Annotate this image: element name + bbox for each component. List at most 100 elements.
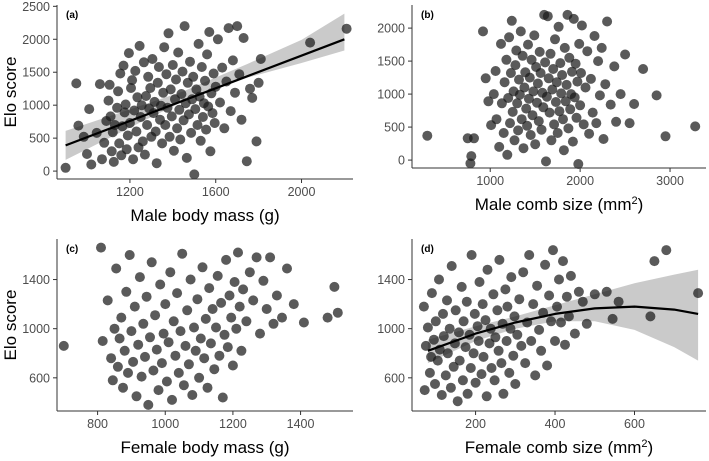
data-point bbox=[448, 361, 459, 372]
data-point bbox=[194, 372, 205, 383]
data-point bbox=[99, 137, 110, 148]
data-point bbox=[461, 296, 472, 307]
data-point bbox=[216, 297, 227, 308]
data-point bbox=[501, 336, 512, 346]
y-tick-label: 1400 bbox=[22, 273, 50, 287]
data-point bbox=[136, 371, 147, 382]
data-point bbox=[186, 127, 197, 138]
data-point bbox=[175, 134, 186, 145]
data-point bbox=[173, 47, 184, 58]
data-point bbox=[540, 57, 551, 68]
data-point bbox=[514, 89, 525, 100]
data-point bbox=[534, 324, 545, 335]
y-tick-label: 600 bbox=[384, 371, 405, 385]
data-point bbox=[155, 279, 166, 290]
data-point bbox=[271, 290, 282, 301]
data-point bbox=[570, 58, 581, 69]
data-point bbox=[552, 128, 563, 138]
data-point bbox=[569, 328, 580, 339]
data-point bbox=[530, 139, 541, 150]
data-point bbox=[123, 48, 134, 59]
data-point bbox=[550, 97, 561, 107]
data-point bbox=[486, 363, 497, 373]
data-point bbox=[255, 54, 266, 64]
data-point bbox=[528, 86, 539, 97]
data-point bbox=[492, 305, 503, 316]
data-point bbox=[442, 348, 453, 359]
data-point bbox=[446, 261, 457, 271]
data-point bbox=[97, 336, 108, 346]
data-point bbox=[147, 54, 158, 64]
data-point bbox=[241, 316, 252, 327]
data-point bbox=[58, 340, 69, 351]
data-point bbox=[165, 84, 176, 95]
data-point bbox=[195, 333, 206, 344]
data-point bbox=[143, 399, 154, 410]
data-point bbox=[458, 316, 469, 327]
data-point bbox=[565, 270, 576, 281]
fit-line bbox=[65, 38, 345, 147]
data-point bbox=[533, 116, 544, 127]
data-point bbox=[215, 97, 225, 108]
data-point bbox=[129, 301, 140, 312]
data-point bbox=[73, 120, 84, 131]
data-point bbox=[161, 69, 172, 80]
data-point bbox=[217, 62, 228, 73]
data-point bbox=[177, 248, 188, 259]
data-point bbox=[106, 353, 117, 364]
x-tick-label: 200 bbox=[465, 417, 486, 431]
data-point bbox=[223, 23, 234, 34]
y-tick-label: 0 bbox=[43, 165, 50, 179]
data-point bbox=[480, 73, 491, 84]
data-point bbox=[139, 149, 150, 160]
data-point bbox=[172, 288, 183, 299]
data-point bbox=[453, 327, 464, 338]
data-point bbox=[193, 38, 204, 49]
data-point bbox=[550, 34, 560, 45]
data-point bbox=[552, 301, 562, 312]
data-point bbox=[430, 316, 441, 327]
data-point bbox=[158, 328, 169, 339]
data-point bbox=[190, 104, 201, 115]
data-point bbox=[575, 100, 586, 111]
data-point bbox=[522, 120, 533, 131]
data-point bbox=[163, 28, 174, 39]
panel-label: (c) bbox=[66, 244, 78, 255]
data-point bbox=[176, 89, 187, 99]
data-point bbox=[128, 154, 139, 165]
data-point bbox=[341, 23, 352, 34]
panel-label: (d) bbox=[421, 244, 434, 255]
data-point bbox=[452, 396, 463, 407]
data-point bbox=[498, 388, 509, 399]
data-point bbox=[200, 313, 211, 324]
data-point bbox=[593, 56, 604, 67]
data-point bbox=[261, 304, 272, 314]
data-point bbox=[200, 75, 210, 86]
data-point bbox=[185, 56, 195, 67]
data-point bbox=[329, 281, 340, 292]
data-point bbox=[478, 351, 489, 362]
x-tick-label: 600 bbox=[624, 417, 645, 431]
data-point bbox=[160, 299, 171, 310]
data-point bbox=[496, 358, 507, 369]
data-point bbox=[277, 312, 287, 323]
data-point bbox=[158, 87, 169, 98]
data-point bbox=[491, 114, 502, 125]
data-point bbox=[217, 392, 228, 403]
data-point bbox=[529, 30, 540, 41]
data-point bbox=[133, 339, 144, 350]
data-point bbox=[434, 274, 444, 285]
data-point bbox=[126, 326, 137, 337]
data-point bbox=[219, 123, 230, 134]
data-point bbox=[438, 308, 448, 319]
data-point bbox=[596, 42, 607, 53]
data-point bbox=[476, 369, 487, 380]
data-point bbox=[589, 289, 600, 300]
x-tick-label: 1000 bbox=[476, 174, 504, 188]
data-point bbox=[558, 145, 569, 156]
data-point bbox=[161, 376, 172, 387]
data-point bbox=[442, 295, 452, 306]
data-point bbox=[498, 128, 509, 138]
data-point bbox=[179, 21, 190, 32]
data-point bbox=[496, 38, 506, 49]
